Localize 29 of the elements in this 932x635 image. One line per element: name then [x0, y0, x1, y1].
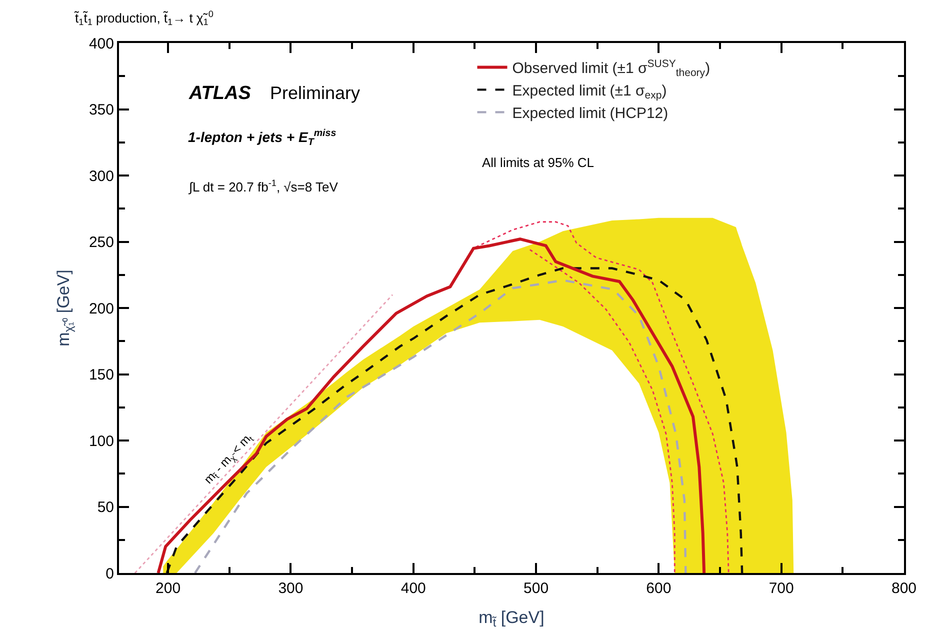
y-tick-label: 250 — [88, 234, 114, 251]
y-tick-label: 100 — [88, 432, 114, 450]
y-tick-label: 0 — [106, 565, 114, 582]
legend-label: Expected limit (±1 σ$_{exp}$) — [512, 82, 667, 102]
annotation: ∫L dt = 20.7 fb$^{-1}$, √s=8 TeV — [188, 178, 338, 194]
x-tick-label: 400 — [400, 580, 426, 597]
line-series — [194, 279, 687, 573]
x-axis-title: m$_{t̃}$ [GeV] — [478, 608, 544, 630]
y-tick-label: 50 — [97, 499, 114, 516]
x-tick-label: 700 — [768, 580, 794, 597]
x-tick-label: 200 — [156, 580, 181, 597]
legend-label: Observed limit (±1 σ$^{SUSY}$$_{theory}$) — [512, 58, 710, 80]
line-series — [475, 221, 730, 573]
y-tick-label: 200 — [88, 300, 114, 318]
line-series — [166, 267, 744, 573]
annotation: ATLAS — [188, 83, 252, 104]
annotation: Preliminary — [270, 83, 360, 103]
y-tick-label: 400 — [88, 35, 114, 52]
x-tick-label: 600 — [646, 580, 672, 597]
y-tick-label: 350 — [88, 102, 114, 118]
line-series — [156, 238, 706, 573]
annotation: All limits at 95% CL — [482, 155, 594, 170]
line-series — [529, 249, 676, 573]
x-tick-label: 800 — [891, 580, 917, 597]
y-tick-label: 300 — [88, 168, 114, 185]
x-tick-label: 300 — [278, 580, 304, 597]
legend-label: Expected limit (HCP12) — [512, 105, 668, 122]
y-tick-label: 150 — [88, 366, 114, 384]
x-tick-label: 500 — [524, 580, 549, 597]
